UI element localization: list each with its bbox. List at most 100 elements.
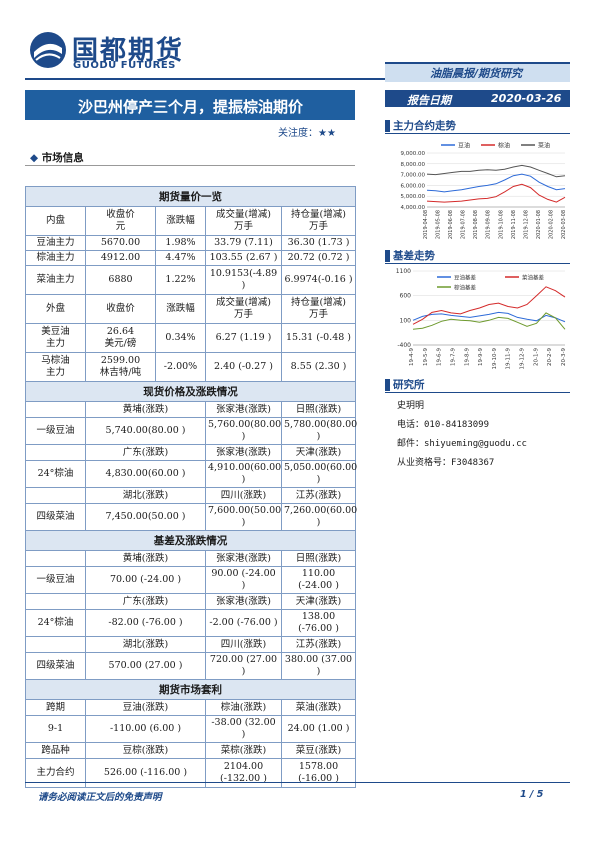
table-cell: 8.55 (2.30 ): [280, 352, 357, 382]
table-cell: [25, 593, 86, 610]
table-cell: -82.00 (-76.00 ): [85, 609, 206, 637]
series-line-2: [412, 286, 566, 325]
y-tick-label: 4,000.00: [401, 205, 426, 211]
table-row: 一级豆油 5,740.00(80.00 ) 5,760.00(80.00 ) 5,78…: [25, 417, 357, 445]
table-cell: 黄埔(涨跌): [85, 550, 206, 567]
table-cell: 1578.00 (-16.00 ): [280, 758, 357, 788]
table-row: 菜油主力 6880 1.22% 10.9153(-4.89) 6.9974(-0.16 …: [25, 265, 357, 295]
table-cell: 4912.00: [85, 250, 156, 266]
table-cell: -38.00 (32.00 ): [205, 715, 282, 743]
series-line-1: [412, 311, 566, 323]
table-row: 9-1 -110.00 (6.00 ) -38.00 (32.00 ) 24.00 (…: [25, 715, 357, 743]
section-marker-icon: [385, 250, 390, 262]
attention-rating: 关注度：★★: [278, 124, 336, 139]
table-cell: 菜棕(涨跌): [205, 742, 282, 759]
table-cell: 豆棕(涨跌): [85, 742, 206, 759]
table-cell: 0.34%: [155, 323, 206, 353]
table-cell: 棕油(涨跌): [205, 699, 282, 716]
table-row: 24°棕油 -82.00 (-76.00 ) -2.00 (-76.00 ) 138.…: [25, 609, 357, 637]
date-label: 报告日期: [407, 94, 451, 107]
table-cell: 收盘价元: [85, 206, 156, 236]
table-row: 黄埔(涨跌) 张家港(涨跌) 日照(涨跌): [25, 550, 357, 567]
y-tick-label: -400: [397, 342, 411, 349]
table-cell: 5,050.00(60.00 ): [280, 460, 357, 488]
report-tag-box: [385, 62, 570, 82]
x-tick-label: 2020-03-08: [561, 210, 567, 239]
page-number: 1 / 5: [520, 789, 544, 800]
table-row: 湖北(涨跌) 四川(涨跌) 江苏(涨跌): [25, 487, 357, 504]
table-cell: 成交量(增减) 万手: [205, 206, 282, 236]
futures-section-header-cell: 期货量价一览: [24, 186, 357, 207]
table-cell: 570.00 (27.00 ): [85, 652, 206, 680]
legend-label: 豆油: [458, 142, 470, 150]
table-cell: [25, 401, 86, 418]
x-tick-label: 2019-09-08: [486, 210, 492, 239]
table-row: 马棕油 主力 2599.00 林吉特/吨 -2.00% 2.40 (-0.27 ) 8.55…: [25, 352, 357, 382]
table-cell: 10.9153(-4.89): [205, 265, 282, 295]
table-cell: 涨跌幅: [155, 294, 206, 324]
brand-name-en: GUODU FUTURES: [73, 60, 176, 71]
analyst-email[interactable]: 邮件：shiyueming@guodu.cc: [397, 439, 527, 449]
legend-label: 菜油基差: [522, 274, 545, 282]
y-tick-label: 5,000.00: [401, 194, 426, 200]
main-contract-trend-chart: 9,000.00 8,000.00 7,000.00 6,000.00 5,000.00…: [401, 142, 568, 240]
x-tick-label: 19-5-9: [423, 348, 429, 366]
table-cell: 5,740.00(80.00 ): [85, 417, 206, 445]
section-marker-icon: [385, 120, 390, 132]
y-tick-label: 7,000.00: [401, 173, 426, 179]
x-tick-label: 19-12-9: [520, 348, 526, 370]
table-cell: 720.00 (27.00 ): [205, 652, 282, 680]
analyst-phone: 电话：010-84183099: [397, 420, 490, 430]
series-line-1: [426, 173, 566, 193]
trend-title-text: 主力合约走势: [393, 120, 456, 132]
table-cell: 110.00 (-24.00 ): [280, 566, 357, 594]
basis-section-header: 基差及涨跌情况: [24, 530, 357, 551]
spot-section-header: 现货价格及涨跌情况: [24, 381, 357, 402]
arbitrage-section-header: 期货市场套利: [24, 679, 357, 700]
x-tick-label: 19-10-9: [492, 348, 498, 370]
series-line-2: [426, 183, 566, 203]
table-cell: 内盘: [25, 206, 86, 236]
table-row: 豆油主力 5670.00 1.98% 33.79 (7.11) 36.30 (1.73 …: [25, 235, 357, 251]
table-cell: 日照(涨跌): [280, 550, 357, 567]
series-line-3: [412, 312, 566, 330]
table-cell: [25, 636, 86, 653]
table-cell: 90.00 (-24.00 ): [205, 566, 282, 594]
table-cell: [25, 550, 86, 567]
y-tick-label: 8,000.00: [401, 162, 426, 168]
table-cell: 豆油主力: [25, 235, 86, 251]
y-tick-label: 1100: [396, 268, 411, 275]
y-tick-label: 100: [400, 317, 412, 324]
basis-chart-title: 基差走势: [385, 248, 570, 264]
table-cell: 跨品种: [25, 742, 86, 759]
table-cell: 张家港(涨跌): [205, 593, 282, 610]
y-tick-label: 6,000.00: [401, 183, 426, 189]
report-date: 2020-03-26: [491, 92, 562, 105]
table-cell: 收盘价: [85, 294, 156, 324]
futures-section-header: 期货量价一览: [24, 186, 357, 207]
table-cell: 24.00 (1.00 ): [280, 715, 357, 743]
table-row: 外盘 收盘价 涨跌幅 成交量(增减) 万手 持仓量(增减) 万手: [25, 294, 357, 324]
table-cell: 江苏(涨跌): [280, 636, 357, 653]
table-row: 棕油主力 4912.00 4.47% 103.55 (2.67 ) 20.72 (0.7…: [25, 250, 357, 266]
futures-data-table: 期货量价一览 内盘 收盘价元涨跌幅 成交量(增减) 万手 持仓量(增减) 万手 豆油主力 567…: [24, 186, 357, 788]
table-cell: 跨期: [25, 699, 86, 716]
attention-label: 关注度：: [278, 128, 318, 139]
table-cell: 棕油主力: [25, 250, 86, 266]
table-cell: 7,600.00(50.00 ): [205, 503, 282, 531]
table-cell: 24°棕油: [25, 460, 86, 488]
table-row: 广东(涨跌) 张家港(涨跌) 天津(涨跌): [25, 593, 357, 610]
table-cell: 湖北(涨跌): [85, 636, 206, 653]
table-cell: 持仓量(增减) 万手: [280, 294, 357, 324]
table-cell: 马棕油 主力: [25, 352, 86, 382]
table-cell: 四级菜油: [25, 503, 86, 531]
table-cell: 涨跌幅: [155, 206, 206, 236]
x-tick-label: 2019-04-08: [423, 210, 429, 239]
x-tick-label: 20-3-9: [561, 348, 567, 366]
table-cell: 2599.00 林吉特/吨: [85, 352, 156, 382]
table-cell: 6.27 (1.19 ): [205, 323, 282, 353]
table-cell: 一级豆油: [25, 566, 86, 594]
table-cell: 4.47%: [155, 250, 206, 266]
table-cell: -110.00 (6.00 ): [85, 715, 206, 743]
table-cell: 1.98%: [155, 235, 206, 251]
